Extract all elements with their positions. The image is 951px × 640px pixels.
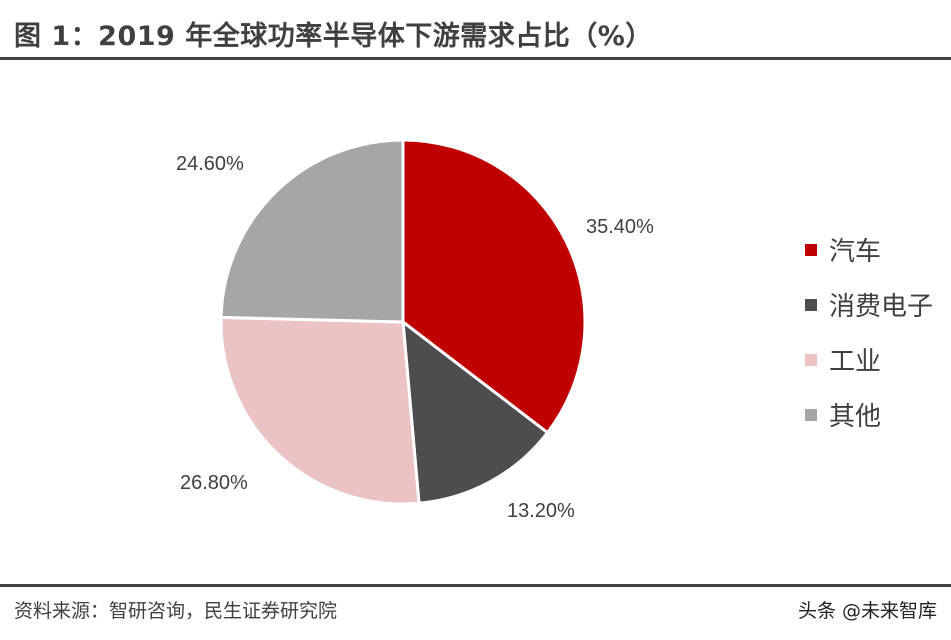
watermark: 头条 @未来智库 (797, 600, 937, 622)
source-note: 资料来源：智研咨询，民生证券研究院 (14, 600, 338, 622)
footer-divider (0, 584, 951, 587)
legend-swatch (805, 408, 817, 421)
label-other: 24.60% (176, 153, 244, 175)
label-industry: 26.80% (180, 472, 248, 494)
chart-title: 图 1：2019 年全球功率半导体下游需求占比（%） (14, 21, 653, 52)
legend-swatch (805, 298, 817, 311)
title-divider (0, 57, 951, 60)
slice-consumer (401, 318, 550, 505)
slice-industry (219, 315, 421, 506)
chart-legend: 汽车 消费电子 工业 其他 (805, 222, 933, 442)
slice-auto (401, 138, 587, 435)
legend-item-auto: 汽车 (805, 222, 933, 277)
legend-item-industry: 工业 (805, 332, 933, 387)
label-consumer: 13.20% (507, 500, 575, 522)
legend-item-consumer: 消费电子 (805, 277, 933, 332)
legend-item-other: 其他 (805, 387, 933, 442)
label-auto: 35.40% (586, 216, 654, 238)
legend-swatch (805, 353, 817, 366)
legend-swatch (805, 243, 817, 256)
slice-other (219, 138, 405, 324)
